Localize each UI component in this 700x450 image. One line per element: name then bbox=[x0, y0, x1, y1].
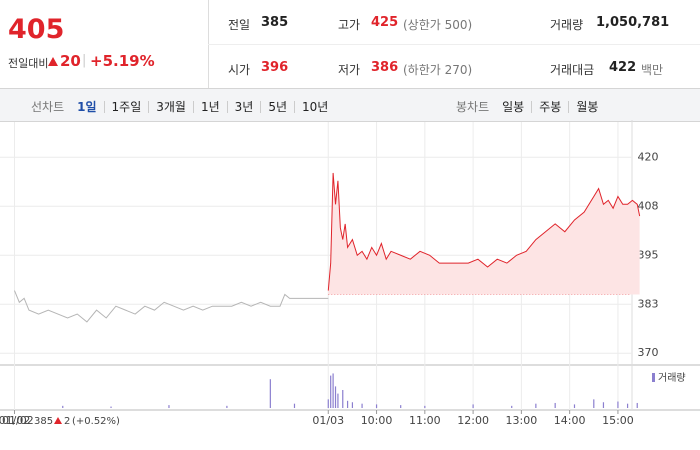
stat-label: 전일 bbox=[228, 18, 251, 32]
legend-swatch bbox=[652, 373, 655, 382]
stat-label: 저가 bbox=[338, 63, 361, 77]
stat-label: 시가 bbox=[228, 63, 251, 77]
price-line bbox=[327, 172, 641, 291]
volume-bar bbox=[535, 403, 537, 408]
volume-bar bbox=[332, 373, 334, 408]
x-tick-label: 15:00 bbox=[602, 414, 634, 427]
x-tick-label: 01/02 bbox=[0, 414, 30, 427]
x-tick-label: 01/03 bbox=[312, 414, 344, 427]
price-line bbox=[14, 290, 329, 323]
tab[interactable]: 1년 bbox=[192, 101, 227, 113]
volume-bar bbox=[342, 390, 344, 408]
volume-bar bbox=[334, 386, 337, 408]
tab[interactable]: 주봉 bbox=[531, 101, 568, 113]
volume-bar bbox=[626, 403, 629, 408]
stat-label: 거래량 bbox=[550, 18, 584, 32]
up-icon bbox=[48, 57, 58, 66]
volume-bar bbox=[62, 405, 64, 408]
divider bbox=[208, 44, 700, 45]
tab-label: 선차트 bbox=[31, 100, 65, 114]
stat-note: 백만 bbox=[641, 63, 664, 77]
y-tick-label: 370 bbox=[638, 346, 659, 359]
stat-value: 1,050,781 bbox=[596, 15, 670, 30]
volume-bar bbox=[424, 405, 426, 408]
tab-bar: 선차트 1일 1주일 3개월 1년 3년 5년 10년 봉차트 일봉 주봉 월봉 bbox=[0, 88, 700, 122]
volume-bar bbox=[375, 404, 378, 408]
price: 405 bbox=[8, 14, 65, 45]
tab[interactable]: 5년 bbox=[260, 101, 294, 113]
volume-bar bbox=[269, 379, 271, 408]
volume-bar bbox=[293, 403, 296, 408]
stat-value: 422 bbox=[609, 60, 637, 75]
volume-bar bbox=[602, 402, 605, 408]
volume-bar bbox=[226, 405, 228, 408]
tab[interactable]: 3년 bbox=[226, 101, 261, 113]
volume-bar bbox=[400, 405, 402, 408]
change-rate: +5.19% bbox=[90, 52, 155, 70]
stat-value: 425 bbox=[371, 15, 399, 30]
tab-group: 선차트 1일 1주일 3개월 1년 3년 5년 10년 bbox=[31, 98, 335, 115]
legend-label: 거래량 bbox=[658, 372, 686, 384]
stat-value: 386 bbox=[371, 60, 399, 75]
tab-label: 봉차트 bbox=[456, 100, 490, 114]
volume-bar bbox=[636, 402, 638, 408]
volume-bar bbox=[330, 375, 332, 408]
y-tick-label: 420 bbox=[638, 150, 659, 163]
volume-bar bbox=[617, 401, 619, 408]
volume-bar bbox=[351, 402, 354, 408]
tab: 일봉 bbox=[502, 100, 525, 114]
change-label: 전일대비 bbox=[8, 57, 49, 70]
x-tick-label: 14:00 bbox=[554, 414, 586, 427]
stat-label: 고가 bbox=[338, 18, 361, 32]
tab: 1일 bbox=[77, 100, 97, 114]
change: 20 bbox=[60, 52, 81, 70]
volume-bar bbox=[511, 405, 513, 408]
y-tick-label: 383 bbox=[638, 297, 659, 310]
tab[interactable]: 10년 bbox=[294, 101, 335, 113]
x-tick-label: 11:00 bbox=[409, 414, 441, 427]
prev-price: 385 bbox=[34, 416, 53, 427]
x-tick-label: 12:00 bbox=[457, 414, 489, 427]
x-tick-label: 13:00 bbox=[506, 414, 538, 427]
volume-bar bbox=[554, 402, 556, 408]
stat-label: 거래대금 bbox=[550, 63, 595, 77]
volume-bar bbox=[573, 404, 576, 408]
prev-change: 2 bbox=[64, 416, 70, 427]
volume-bar bbox=[168, 405, 170, 408]
y-tick-label: 408 bbox=[638, 199, 659, 212]
tab[interactable]: 월봉 bbox=[568, 101, 605, 113]
volume-bar bbox=[110, 406, 112, 408]
up-icon bbox=[54, 417, 62, 424]
prev-rate: (+0.52%) bbox=[72, 416, 120, 427]
stat-note: (상한가 500) bbox=[403, 18, 473, 32]
x-tick-label: 10:00 bbox=[361, 414, 393, 427]
y-tick-label: 395 bbox=[638, 248, 659, 261]
volume-bar bbox=[337, 393, 339, 408]
tab[interactable]: 1주일 bbox=[103, 101, 149, 113]
price-area bbox=[328, 172, 640, 295]
prev-date: 01/02 bbox=[2, 414, 34, 427]
volume-bar bbox=[472, 404, 474, 408]
tab-group: 봉차트 일봉 주봉 월봉 bbox=[456, 98, 605, 115]
tab[interactable]: 3개월 bbox=[148, 101, 193, 113]
volume-bar bbox=[593, 399, 595, 408]
stat-note: (하한가 270) bbox=[403, 63, 473, 77]
divider: | bbox=[82, 53, 87, 68]
volume-bar bbox=[361, 403, 363, 408]
volume-bar bbox=[346, 400, 349, 408]
stat-value: 396 bbox=[261, 60, 289, 75]
volume-bar bbox=[327, 399, 329, 408]
stat-value: 385 bbox=[261, 15, 289, 30]
